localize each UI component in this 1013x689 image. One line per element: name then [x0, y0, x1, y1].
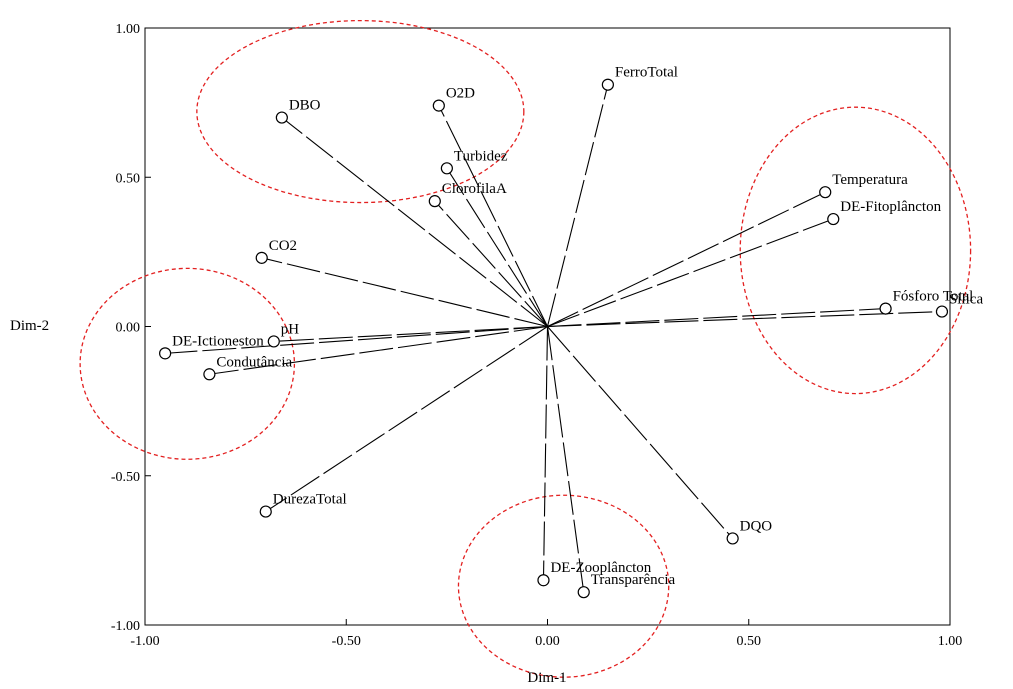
vector-turbidez	[446, 167, 548, 327]
vector-ph	[273, 325, 548, 342]
vector-de-zooplancton	[542, 326, 549, 581]
point-de-zooplancton	[537, 574, 550, 587]
y-tick-label: 0.00	[116, 321, 141, 336]
vectors-layer	[165, 84, 942, 593]
y-tick-label: 0.50	[116, 171, 141, 186]
x-axis-ticks: -1.00 -0.50 0.00 0.50 1.00	[130, 619, 962, 649]
point-label-o2d: O2D	[446, 86, 475, 102]
vector-co2	[261, 257, 548, 328]
x-axis-title: Dim-1	[527, 670, 566, 686]
point-label-de-fitoplancton: DE-Fitoplâncton	[840, 199, 941, 215]
vector-temperatura	[547, 191, 826, 327]
point-label-clorofilaa: ClorofilaA	[442, 181, 507, 197]
group-ellipse-3	[79, 267, 296, 460]
y-tick-label: 1.00	[116, 22, 141, 37]
vector-de-ictioneston	[165, 325, 548, 354]
x-tick-label: -1.00	[130, 634, 159, 649]
group-ellipse-2	[739, 106, 972, 395]
point-label-co2: CO2	[269, 238, 297, 254]
vector-dqo	[547, 326, 734, 539]
point-label-dqo: DQO	[740, 518, 773, 534]
point-fosforo-total	[879, 302, 892, 315]
vector-condutancia	[209, 325, 548, 375]
vector-durezatotal	[265, 326, 548, 513]
point-ph	[267, 335, 280, 348]
y-tick-label: -0.50	[111, 470, 140, 485]
point-label-durezatotal: DurezaTotal	[273, 492, 347, 508]
point-durezatotal	[259, 505, 272, 518]
point-labels-layer: FerroTotal O2D DBO Turbidez ClorofilaA Temper…	[172, 65, 983, 588]
point-dqo	[726, 532, 739, 545]
point-label-turbidez: Turbidez	[454, 148, 508, 164]
point-label-ph: pH	[281, 321, 300, 337]
x-tick-label: 0.00	[535, 634, 560, 649]
point-de-fitoplancton	[827, 212, 840, 226]
point-turbidez	[440, 162, 453, 175]
vector-dbo	[281, 117, 548, 327]
point-ferrototal	[601, 78, 614, 91]
point-o2d	[432, 99, 445, 112]
x-tick-label: 1.00	[938, 634, 963, 649]
point-de-ictioneston	[159, 347, 172, 360]
point-label-ferrototal: FerroTotal	[615, 65, 678, 81]
x-tick-label: -0.50	[332, 634, 361, 649]
y-axis-title: Dim-2	[10, 318, 49, 334]
group-ellipse-4	[457, 494, 670, 678]
point-clorofilaa	[428, 195, 441, 208]
point-label-condutancia: Condutância	[216, 354, 292, 370]
point-label-fosforo-total: Fósforo Total	[893, 289, 974, 305]
point-label-silica: Silica	[949, 292, 984, 308]
vector-silica	[547, 311, 942, 328]
point-condutancia	[203, 368, 216, 381]
vector-transparencia	[546, 326, 585, 593]
points-layer	[159, 78, 949, 599]
group-ellipse-1	[196, 19, 525, 204]
point-label-temperatura: Temperatura	[832, 172, 908, 188]
point-temperatura	[819, 186, 832, 199]
point-co2	[255, 251, 268, 264]
point-label-de-ictioneston: DE-Ictioneston	[172, 333, 264, 349]
vector-ferrototal	[546, 84, 609, 327]
y-tick-label: -1.00	[111, 619, 140, 634]
y-axis-ticks: 1.00 0.50 0.00 -0.50 -1.00	[111, 22, 151, 634]
point-silica	[935, 305, 949, 318]
vector-o2d	[438, 105, 548, 327]
point-label-transparencia: Transparência	[591, 572, 676, 588]
vector-clorofilaa	[434, 200, 548, 327]
vector-de-fitoplancton	[547, 218, 834, 328]
point-label-dbo: DBO	[289, 98, 321, 114]
point-dbo	[275, 111, 288, 124]
x-tick-label: 0.50	[737, 634, 762, 649]
point-transparencia	[577, 586, 590, 599]
group-ellipses	[79, 19, 972, 678]
point-label-de-zooplancton: DE-Zooplâncton	[550, 560, 651, 576]
vector-fosforo-total	[547, 308, 886, 328]
